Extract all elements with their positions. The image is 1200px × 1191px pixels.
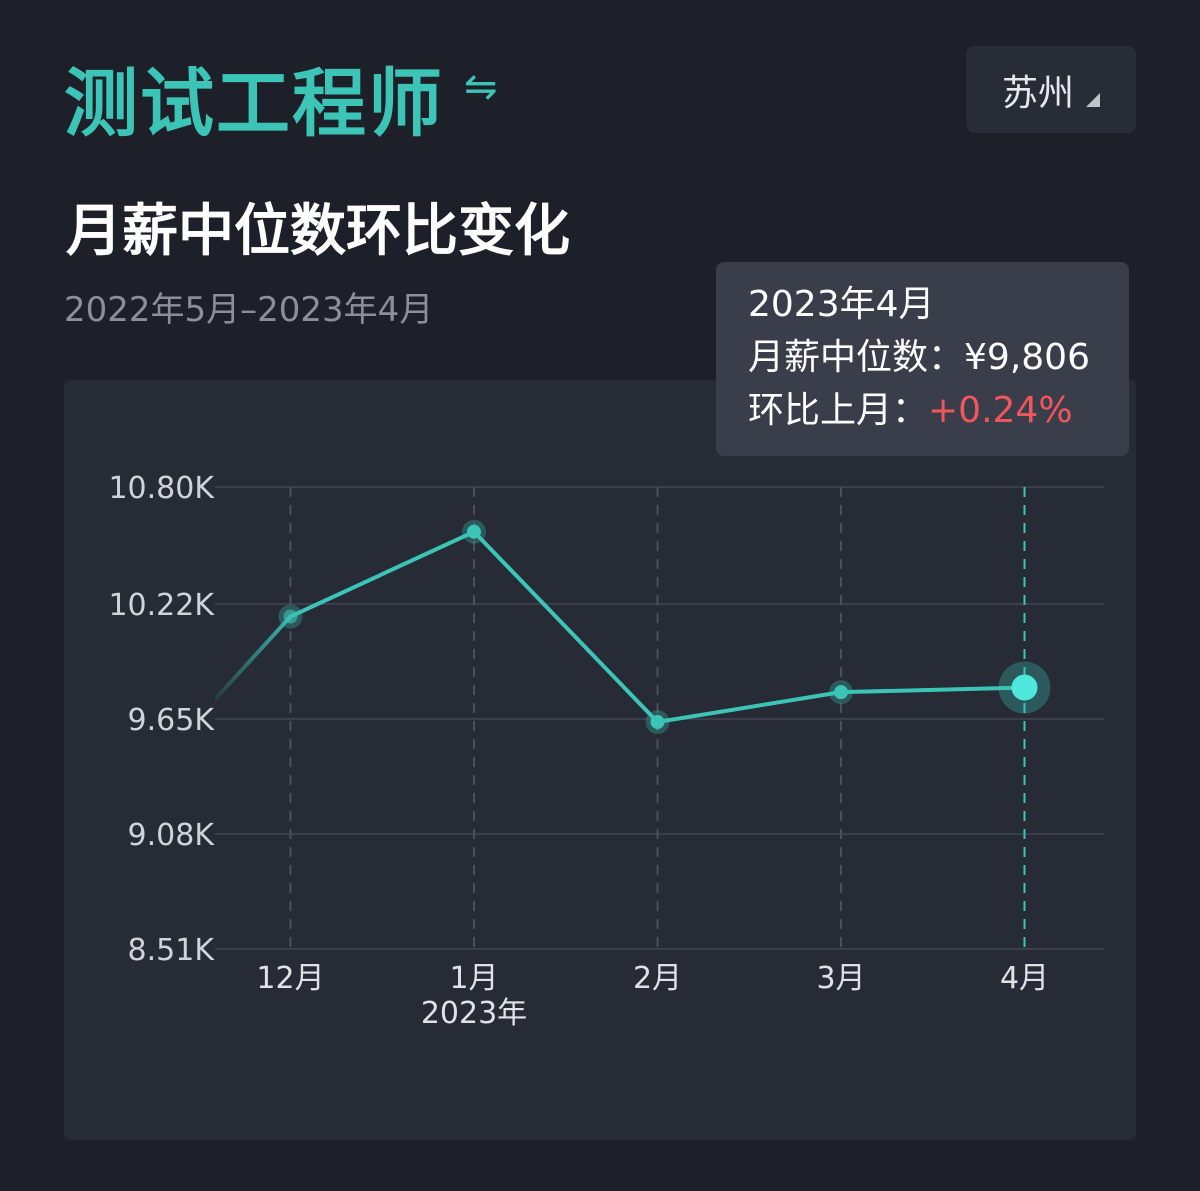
y-tick-label: 10.22K	[108, 588, 215, 623]
data-point	[467, 524, 481, 539]
series-line	[215, 529, 1025, 725]
tooltip-mom-label: 环比上月：	[748, 390, 929, 431]
y-tick-label: 8.51K	[128, 933, 216, 968]
city-selector[interactable]: 苏州	[966, 46, 1136, 133]
tooltip-month: 2023年4月	[748, 284, 935, 325]
swap-arrows-icon[interactable]: ⇋	[464, 64, 498, 110]
chart-tooltip: 2023年4月 月薪中位数：¥9,806 环比上月：+0.24%	[716, 262, 1129, 456]
y-tick-label: 10.80K	[108, 471, 215, 506]
chart-card	[64, 380, 1136, 1140]
tooltip-mom-value: +0.24%	[928, 390, 1073, 431]
x-tick-label: 2月	[633, 961, 682, 996]
data-point	[650, 715, 665, 730]
x-tick-label: 1月	[449, 961, 498, 996]
x-tick-label: 3月	[816, 961, 865, 996]
data-point	[834, 685, 848, 700]
caret-down-icon	[1086, 92, 1100, 107]
x-tick-label: 12月	[256, 961, 324, 996]
x-tick-label: 4月	[1000, 961, 1049, 996]
job-title: 测试工程师	[64, 61, 444, 147]
chart-title: 月薪中位数环比变化	[66, 199, 570, 264]
data-point-highlighted	[1011, 674, 1038, 701]
x-tick-sublabel: 2023年	[421, 996, 527, 1031]
city-label: 苏州	[1001, 72, 1074, 114]
data-point	[283, 609, 298, 624]
date-range: 2022年5月–2023年4月	[64, 290, 434, 330]
tooltip-median-label: 月薪中位数：	[748, 337, 965, 378]
tooltip-median-value: ¥9,806	[964, 337, 1090, 378]
y-tick-label: 9.65K	[128, 703, 216, 738]
y-tick-label: 9.08K	[128, 818, 216, 853]
